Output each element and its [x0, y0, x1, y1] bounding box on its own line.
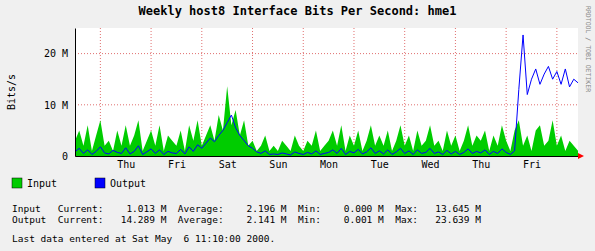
legend-swatch [95, 178, 105, 188]
x-tick: Sat [219, 156, 237, 170]
y-tick-label: 0 [62, 151, 68, 162]
x-grid-line [556, 28, 557, 156]
x-tick-label: Thu [472, 159, 490, 170]
y-axis-line [75, 29, 76, 157]
x-tick-label: Fri [168, 159, 186, 170]
x-grid-line [353, 28, 354, 156]
input-area [75, 86, 578, 156]
axis-arrow [578, 153, 584, 159]
x-grid-line [506, 28, 507, 156]
x-tick-label: Fri [523, 159, 541, 170]
x-tick-label: Thu [117, 159, 135, 170]
title: Weekly host8 Interface Bits Per Second: … [139, 4, 457, 18]
x-grid-line [404, 28, 405, 156]
x-tick: Wed [422, 156, 440, 170]
x-axis: Thu Fri Sat Sun Mon Tue Wed Thu Fri [76, 156, 579, 170]
y-tick: 20 M [44, 48, 75, 59]
y-axis: 0 10 M 20 M [44, 29, 76, 162]
plot-area [75, 35, 578, 156]
x-tick-label: Sat [219, 159, 237, 170]
x-tick-label: Tue [371, 159, 389, 170]
legend: Input Output [12, 178, 146, 189]
grid [75, 28, 578, 156]
x-grid-line [252, 28, 253, 156]
y-grid-line [75, 53, 578, 54]
y-tick-label: 20 M [44, 48, 68, 59]
annotation: Input Current: 1.013 M Average: 2.196 M … [12, 203, 481, 214]
annotation: Output Current: 14.289 M Average: 2.141 … [12, 214, 481, 225]
plot-background [75, 28, 578, 156]
x-tick-label: Wed [422, 159, 440, 170]
x-tick: Fri [168, 156, 186, 170]
y-grid-line [75, 104, 578, 105]
x-tick-label: Sun [269, 159, 287, 170]
y-tick-label: 10 M [44, 100, 68, 111]
x-tick: Sun [269, 156, 287, 170]
x-grid-line [303, 28, 304, 156]
y-tick: 0 [62, 151, 75, 162]
x-tick: Tue [371, 156, 389, 170]
legend-label: Output [110, 178, 146, 189]
x-grid-line [201, 28, 202, 156]
background [0, 0, 595, 251]
chart: Thu Fri Sat Sun Mon Tue Wed Thu Fri 0 10 M 20 M Week… [0, 0, 595, 251]
legend-swatch [12, 178, 22, 188]
legend-label: Input [27, 178, 57, 189]
output-line [75, 35, 578, 155]
x-tick: Thu [472, 156, 490, 170]
watermark: RRDTOOL / TOBI OETIKER [584, 6, 592, 92]
y-tick: 10 M [44, 100, 75, 111]
x-axis-line [76, 156, 579, 157]
annotation: Last data entered at Sat May 6 11:10:00 … [12, 233, 275, 244]
y-axis-title: Bits/s [6, 74, 17, 110]
x-tick: Fri [523, 156, 541, 170]
x-tick: Thu [117, 156, 135, 170]
x-tick: Mon [320, 156, 338, 170]
x-tick-label: Mon [320, 159, 338, 170]
